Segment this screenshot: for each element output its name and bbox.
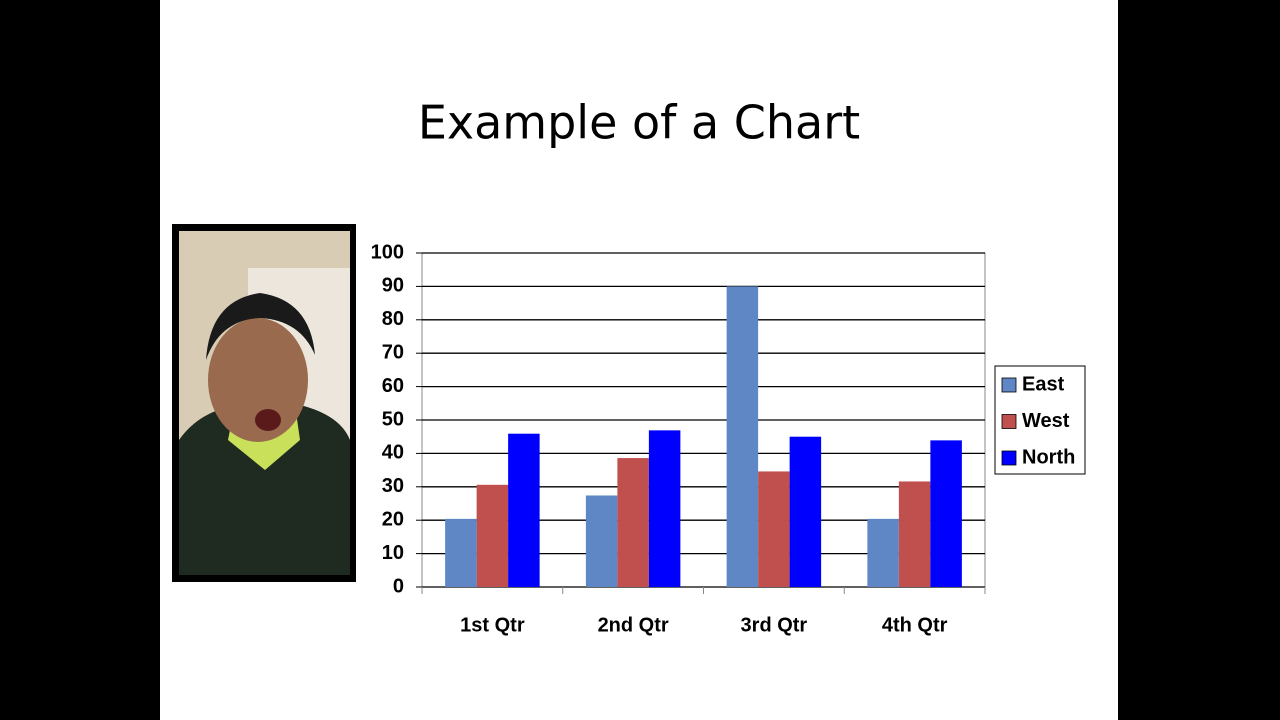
- bar: [508, 433, 540, 587]
- legend-label: West: [1022, 410, 1070, 432]
- y-tick-label: 30: [382, 475, 404, 497]
- webcam-hair: [206, 293, 315, 360]
- x-tick-label: 1st Qtr: [460, 614, 525, 636]
- bar: [617, 458, 649, 587]
- bar: [726, 286, 759, 587]
- y-tick-label: 100: [371, 241, 404, 263]
- webcam-face: [208, 318, 308, 442]
- y-tick-label: 50: [382, 408, 404, 430]
- legend-label: North: [1022, 446, 1075, 468]
- webcam-video: [172, 224, 356, 582]
- y-tick-label: 70: [382, 341, 404, 363]
- bar: [898, 481, 931, 587]
- bar: [476, 484, 509, 587]
- bar: [648, 430, 681, 587]
- y-tick-label: 20: [382, 508, 404, 530]
- x-tick-label: 4th Qtr: [882, 614, 948, 636]
- y-tick-label: 60: [382, 375, 404, 397]
- x-tick-label: 2nd Qtr: [598, 614, 669, 636]
- legend-label: East: [1022, 373, 1065, 395]
- bar: [789, 436, 822, 587]
- legend-swatch: [1001, 414, 1017, 429]
- y-tick-label: 0: [393, 575, 404, 597]
- y-tick-label: 80: [382, 308, 404, 330]
- bar: [585, 495, 618, 587]
- bar: [758, 471, 790, 587]
- chart-title: Example of a Chart: [418, 96, 860, 150]
- legend-swatch: [1001, 450, 1017, 466]
- x-tick-label: 3rd Qtr: [741, 614, 808, 636]
- bar: [445, 518, 477, 587]
- webcam-mouth: [255, 409, 281, 431]
- y-tick-label: 10: [382, 542, 404, 564]
- y-tick-label: 90: [382, 275, 404, 297]
- webcam-shirt: [179, 405, 350, 575]
- y-tick-label: 40: [382, 442, 404, 464]
- bar: [930, 440, 962, 587]
- legend-swatch: [1001, 377, 1017, 393]
- bar: [867, 518, 899, 587]
